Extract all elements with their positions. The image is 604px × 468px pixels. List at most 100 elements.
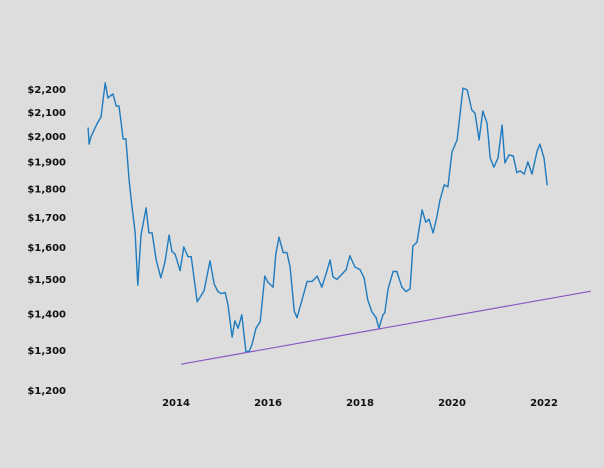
data-point <box>432 232 434 234</box>
data-point <box>482 110 484 112</box>
data-point <box>217 290 219 293</box>
y-tick-label: $1,700 <box>27 213 66 224</box>
data-point <box>436 216 438 218</box>
y-tick-label: $2,200 <box>27 85 66 96</box>
data-point <box>375 317 377 319</box>
data-point <box>371 311 373 313</box>
data-point <box>220 292 222 295</box>
data-point <box>187 256 189 258</box>
data-point <box>93 129 95 131</box>
data-point <box>306 280 308 283</box>
data-point <box>96 123 98 125</box>
data-point <box>466 89 468 91</box>
data-point <box>471 109 473 111</box>
data-point <box>145 207 147 209</box>
data-point <box>539 143 541 145</box>
data-point <box>88 143 90 145</box>
y-tick-label: $1,500 <box>27 275 66 286</box>
y-tick-label: $1,800 <box>27 184 66 195</box>
data-point <box>478 139 480 141</box>
data-point <box>148 232 150 234</box>
y-tick-label: $1,400 <box>27 309 66 320</box>
data-point <box>289 266 291 268</box>
data-point <box>493 166 495 168</box>
data-point <box>523 173 525 175</box>
data-point <box>234 320 236 322</box>
data-point <box>384 312 386 314</box>
data-point <box>512 155 514 157</box>
data-point <box>125 138 127 140</box>
x-tick-label: 2022 <box>530 398 558 409</box>
data-point <box>224 291 226 294</box>
y-axis: $1,200 $1,300 $1,400 $1,500 $1,600 $1,700 $1,8… <box>27 85 66 397</box>
data-point <box>456 139 458 141</box>
data-point <box>501 124 503 126</box>
data-point <box>345 268 347 271</box>
data-point <box>412 245 414 247</box>
data-point <box>428 218 430 220</box>
data-point <box>122 138 124 140</box>
x-tick-label: 2018 <box>346 398 374 409</box>
data-point <box>543 157 545 159</box>
x-tick-label: 2020 <box>438 398 466 409</box>
data-point <box>155 259 157 261</box>
data-point <box>474 112 476 114</box>
x-tick-label: 2016 <box>254 398 282 409</box>
data-point <box>486 122 488 124</box>
data-point <box>301 299 303 301</box>
data-point <box>275 253 277 255</box>
data-point <box>251 344 253 346</box>
data-point <box>115 105 117 107</box>
y-tick-label: $1,600 <box>27 243 66 254</box>
data-point <box>248 350 250 352</box>
y-tick-label: $2,000 <box>27 132 66 143</box>
data-point <box>272 286 274 288</box>
data-point <box>425 221 427 223</box>
data-point <box>179 269 181 272</box>
data-point <box>90 136 92 138</box>
data-point <box>519 170 521 172</box>
data-point <box>112 93 114 95</box>
data-point <box>354 266 356 268</box>
data-point <box>409 288 411 290</box>
data-point <box>120 119 122 121</box>
data-point <box>363 277 365 279</box>
data-point <box>278 236 280 238</box>
data-point <box>332 276 334 278</box>
data-point <box>462 87 464 89</box>
data-point <box>329 259 331 261</box>
data-point <box>325 273 327 275</box>
data-point <box>536 150 538 152</box>
data-point <box>104 82 106 84</box>
data-point <box>421 209 423 211</box>
data-point <box>527 161 529 163</box>
data-point <box>241 314 243 316</box>
data-point <box>168 234 170 236</box>
data-point <box>546 184 548 186</box>
y-tick-label: $2,100 <box>27 108 66 119</box>
data-point <box>504 162 506 164</box>
data-point <box>396 270 398 273</box>
data-point <box>209 260 211 262</box>
data-point <box>405 290 407 293</box>
data-point <box>107 97 109 99</box>
data-point <box>382 314 384 316</box>
data-point <box>282 252 284 254</box>
data-point <box>321 286 323 288</box>
data-point <box>316 275 318 277</box>
data-point <box>196 301 198 303</box>
data-point <box>137 284 139 286</box>
data-point <box>439 199 441 201</box>
data-point <box>489 157 491 159</box>
data-point <box>151 232 153 234</box>
x-tick-label: 2014 <box>162 398 190 409</box>
data-point <box>237 327 239 329</box>
data-point <box>531 173 533 175</box>
data-point <box>367 299 369 301</box>
data-point <box>349 255 351 257</box>
data-point <box>264 275 266 277</box>
data-point <box>508 154 510 156</box>
data-point <box>174 253 176 255</box>
data-point <box>128 179 130 181</box>
